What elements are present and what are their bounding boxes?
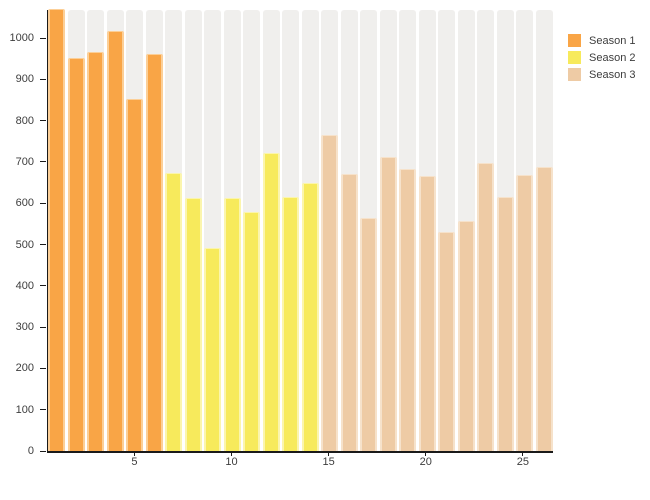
y-tick-mark xyxy=(40,120,46,122)
bar-slot xyxy=(223,10,241,451)
bar-slot xyxy=(477,10,495,451)
bar-season-3 xyxy=(340,174,358,451)
bar-slot xyxy=(48,9,66,451)
y-tick-mark xyxy=(40,244,46,246)
bar-slot xyxy=(204,10,222,451)
bar-slot xyxy=(165,10,183,451)
bar-season-3 xyxy=(438,232,456,451)
bar-season-1 xyxy=(67,57,85,451)
bar-season-2 xyxy=(243,212,261,451)
bar-season-3 xyxy=(535,166,553,451)
bar-season-1 xyxy=(87,51,105,451)
bar-slot xyxy=(496,10,514,451)
y-tick-mark xyxy=(40,409,46,411)
bar-season-2 xyxy=(282,196,300,451)
bar-season-3 xyxy=(516,175,534,451)
bar-season-3 xyxy=(496,197,514,451)
legend-swatch xyxy=(568,51,581,64)
bar-season-3 xyxy=(360,218,378,451)
bar-slot xyxy=(535,10,553,451)
y-tick-label: 100 xyxy=(15,403,34,416)
bar-slot xyxy=(516,10,534,451)
bar-slot xyxy=(145,10,163,451)
bar-slot xyxy=(87,10,105,451)
x-tick-mark xyxy=(425,453,427,456)
bar-season-3 xyxy=(321,134,339,451)
bar-season-2 xyxy=(204,247,222,451)
x-tick-mark xyxy=(328,453,330,456)
legend-row: Season 3 xyxy=(568,66,635,83)
x-tick-label: 15 xyxy=(322,456,335,468)
bar-slot xyxy=(282,10,300,451)
bar-slot xyxy=(301,10,319,451)
y-axis: 0 100 200 300 400 500 600 700 800 900 1000 xyxy=(0,10,47,457)
bar-slot xyxy=(379,10,397,451)
bar-season-1 xyxy=(126,98,144,451)
plot-area xyxy=(47,9,553,453)
bar-season-3 xyxy=(477,163,495,451)
bar-season-3 xyxy=(399,169,417,451)
x-tick-label: 10 xyxy=(225,456,238,468)
bar-slot xyxy=(106,10,124,451)
x-axis: 5 10 15 20 25 xyxy=(47,453,552,473)
bar-season-2 xyxy=(223,197,241,451)
y-tick-label: 300 xyxy=(15,321,34,334)
legend: Season 1 Season 2 Season 3 xyxy=(568,32,635,83)
x-tick-label: 25 xyxy=(516,456,529,468)
y-tick-label: 700 xyxy=(15,155,34,168)
bar-slot xyxy=(126,10,144,451)
y-tick-label: 200 xyxy=(15,362,34,375)
y-tick-label: 400 xyxy=(15,279,34,292)
bar-slot xyxy=(262,10,280,451)
bar-season-2 xyxy=(262,152,280,451)
y-tick-label: 500 xyxy=(15,238,34,251)
y-tick-label: 900 xyxy=(15,73,34,86)
bar-slot xyxy=(418,10,436,451)
y-tick-mark xyxy=(40,202,46,204)
y-tick-mark xyxy=(40,78,46,80)
y-tick-mark xyxy=(40,450,46,452)
x-tick-mark xyxy=(231,453,233,456)
y-tick-label: 600 xyxy=(15,197,34,210)
legend-row: Season 1 xyxy=(568,32,635,49)
bar-slot xyxy=(67,10,85,451)
x-tick-mark xyxy=(522,453,524,456)
bar-season-2 xyxy=(165,172,183,451)
bar-season-1 xyxy=(48,9,66,451)
y-tick-mark xyxy=(40,37,46,39)
x-tick-label: 5 xyxy=(131,456,138,468)
bar-slot xyxy=(340,10,358,451)
bar-slot xyxy=(457,10,475,451)
y-tick-label: 1000 xyxy=(9,32,34,45)
legend-label: Season 1 xyxy=(589,34,636,47)
y-tick-mark xyxy=(40,161,46,163)
bar-season-3 xyxy=(379,157,397,451)
bar-slot xyxy=(184,10,202,451)
legend-swatch xyxy=(568,68,581,81)
bar-slot xyxy=(321,10,339,451)
bar-season-3 xyxy=(457,221,475,451)
bar-slot xyxy=(399,10,417,451)
y-tick-mark xyxy=(40,285,46,287)
bar-season-2 xyxy=(184,198,202,451)
x-tick-mark xyxy=(133,453,135,456)
bar-season-3 xyxy=(418,176,436,451)
legend-swatch xyxy=(568,34,581,47)
y-tick-label: 800 xyxy=(15,114,34,127)
bar-columns xyxy=(48,9,553,451)
bar-season-1 xyxy=(106,30,124,451)
legend-row: Season 2 xyxy=(568,49,635,66)
bar-season-2 xyxy=(301,182,319,451)
bar-season-1 xyxy=(145,53,163,451)
bar-slot xyxy=(438,10,456,451)
x-tick-label: 20 xyxy=(419,456,432,468)
y-tick-mark xyxy=(40,326,46,328)
y-tick-label: 0 xyxy=(27,445,34,457)
bar-slot xyxy=(360,10,378,451)
bar-slot xyxy=(243,10,261,451)
legend-label: Season 3 xyxy=(589,68,636,81)
legend-label: Season 2 xyxy=(589,51,636,64)
y-tick-mark xyxy=(40,367,46,369)
